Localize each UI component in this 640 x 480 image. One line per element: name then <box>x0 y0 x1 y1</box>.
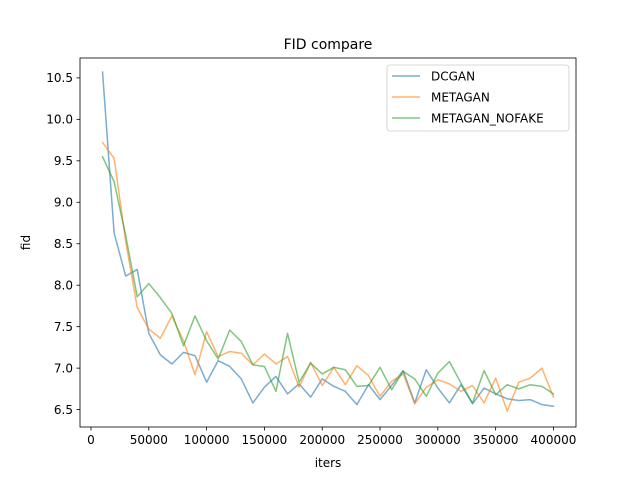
y-tick-label: 10.0 <box>46 113 73 127</box>
legend: DCGAN METAGAN METAGAN_NOFAKE <box>386 64 570 132</box>
x-tick-label: 400000 <box>531 433 577 447</box>
y-tick-label: 7.0 <box>54 361 73 375</box>
legend-label-2: METAGAN_NOFAKE <box>431 111 544 125</box>
x-tick-label: 100000 <box>184 433 230 447</box>
series-line-2 <box>101 155 555 404</box>
x-axis-ticks: 0 50000 100000 150000 200000 250000 300000 3500… <box>87 427 576 447</box>
legend-label-0: DCGAN <box>431 69 475 83</box>
series-layer <box>101 71 555 412</box>
y-tick-label: 9.5 <box>54 154 73 168</box>
x-tick-label: 350000 <box>473 433 519 447</box>
y-tick-label: 9.0 <box>54 196 73 210</box>
y-axis-ticks: 6.5 7.0 7.5 8.0 8.5 9.0 9.5 10.0 10.5 <box>46 71 80 417</box>
y-tick-label: 7.5 <box>54 320 73 334</box>
chart-title: FID compare <box>284 37 373 53</box>
y-tick-label: 8.0 <box>54 279 73 293</box>
x-axis-label: iters <box>315 456 342 470</box>
y-tick-label: 6.5 <box>54 403 73 417</box>
plot-frame <box>79 57 577 428</box>
x-tick-label: 50000 <box>130 433 168 447</box>
series-line-0 <box>101 71 555 408</box>
x-tick-label: 200000 <box>299 433 345 447</box>
x-tick-label: 250000 <box>357 433 403 447</box>
x-tick-label: 0 <box>87 433 95 447</box>
y-tick-label: 8.5 <box>54 237 73 251</box>
y-tick-label: 10.5 <box>46 71 73 85</box>
legend-box <box>386 64 570 132</box>
y-axis-label: fid <box>19 235 33 250</box>
legend-label-1: METAGAN <box>431 90 490 104</box>
x-tick-label: 300000 <box>415 433 461 447</box>
x-tick-label: 150000 <box>242 433 288 447</box>
